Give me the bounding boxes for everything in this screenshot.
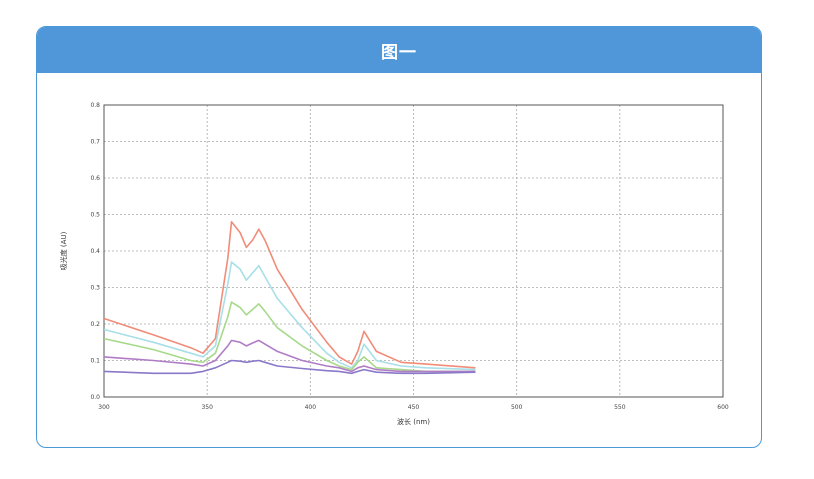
y-tick-label: 0.6 — [90, 175, 100, 182]
x-axis-label: 波长 (nm) — [397, 417, 430, 426]
series-line-4 — [103, 339, 476, 373]
y-tick-label: 0.8 — [90, 102, 100, 109]
series-line-3 — [103, 301, 476, 373]
x-tick-label: 450 — [408, 404, 420, 411]
x-tick-label: 350 — [201, 404, 213, 411]
y-tick-label: 0.2 — [90, 321, 100, 328]
y-tick-label: 0.7 — [90, 139, 100, 146]
x-tick-label: 500 — [511, 404, 523, 411]
x-tick-label: 400 — [305, 404, 317, 411]
y-tick-label: 0.0 — [90, 394, 100, 401]
y-tick-label: 0.1 — [90, 358, 100, 365]
x-tick-label: 600 — [717, 404, 729, 411]
chart-area: 300 350 400 450 500 550 600 0.0 0.1 0.2 0.3 0.4 0.5 0… — [37, 73, 761, 447]
chart-card: 图一 300 350 400 450 500 550 600 0.0 0.1 0.2 0.3 0.4 0… — [36, 26, 762, 448]
plot-frame — [103, 104, 724, 398]
series-line-5 — [103, 359, 476, 375]
card-header: 图一 — [37, 27, 761, 73]
y-tick-label: 0.4 — [90, 248, 100, 255]
x-tick-label: 300 — [98, 404, 110, 411]
y-axis-label: 吸光度 (AU) — [59, 231, 68, 270]
series-line-1 — [103, 221, 476, 369]
series-line-2 — [103, 261, 476, 371]
line-chart: 300 350 400 450 500 550 600 0.0 0.1 0.2 0.3 0.4 0.5 0… — [59, 102, 729, 426]
y-tick-label: 0.5 — [90, 212, 100, 219]
card-title: 图一 — [381, 42, 417, 63]
x-tick-label: 550 — [614, 404, 626, 411]
y-tick-label: 0.3 — [90, 285, 100, 292]
